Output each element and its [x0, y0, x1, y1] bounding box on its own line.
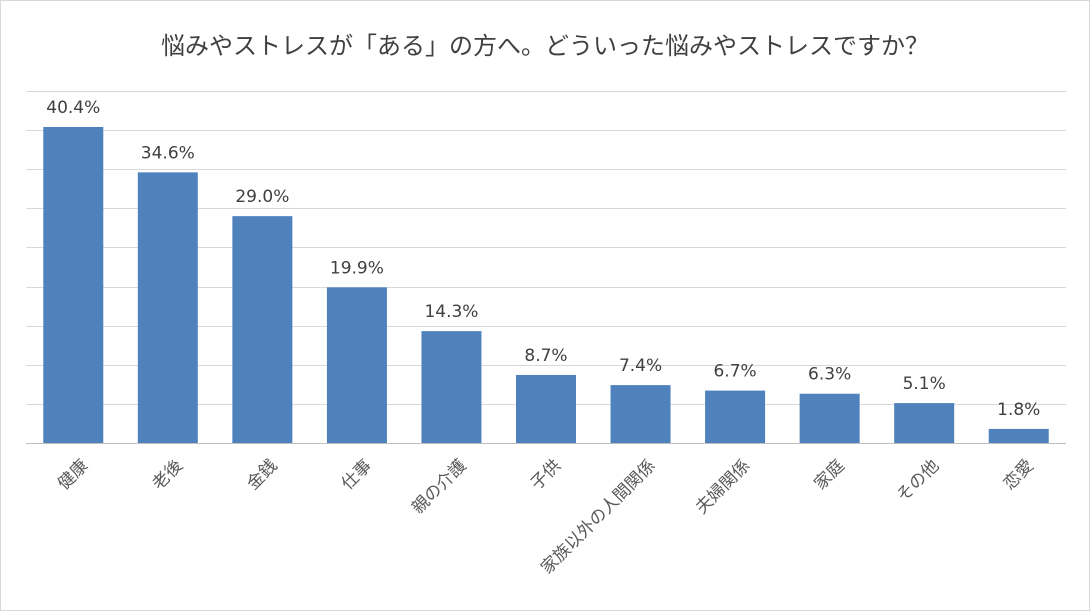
x-tick-label: 恋愛	[999, 455, 1038, 494]
bar	[894, 403, 955, 443]
x-tick-label: その他	[893, 456, 943, 506]
data-label: 14.3%	[424, 302, 478, 322]
data-label: 8.7%	[524, 346, 567, 366]
x-tick-label: 健康	[54, 456, 92, 494]
chart-title: 悩みやストレスが「ある」の方へ。どういった悩みやストレスですか？	[161, 32, 929, 60]
data-label: 6.7%	[713, 362, 756, 382]
data-label: 6.3%	[808, 365, 851, 385]
bar	[137, 172, 198, 443]
bar	[326, 287, 387, 443]
bar	[232, 216, 293, 443]
bar	[421, 331, 482, 443]
x-tick-label: 子供	[527, 456, 565, 494]
data-label: 7.4%	[619, 356, 662, 376]
data-label: 19.9%	[330, 258, 384, 278]
x-tick-label: 老後	[149, 456, 187, 494]
data-label: 1.8%	[997, 400, 1040, 420]
x-tick-label: 仕事	[338, 456, 376, 494]
x-tick-label: 夫婦関係	[692, 456, 754, 518]
bar	[988, 428, 1049, 443]
bar	[799, 393, 860, 443]
x-tick-label: 家庭	[811, 456, 849, 494]
bar	[610, 385, 671, 443]
data-label: 40.4%	[46, 98, 100, 118]
bar	[516, 374, 576, 443]
data-label: 5.1%	[903, 374, 946, 394]
data-label: 29.0%	[235, 187, 289, 207]
bar	[43, 126, 104, 443]
x-tick-label: 親の介護	[408, 456, 470, 518]
x-tick-label: 金銭	[243, 456, 281, 494]
data-label: 34.6%	[141, 143, 195, 163]
bar	[705, 390, 766, 443]
